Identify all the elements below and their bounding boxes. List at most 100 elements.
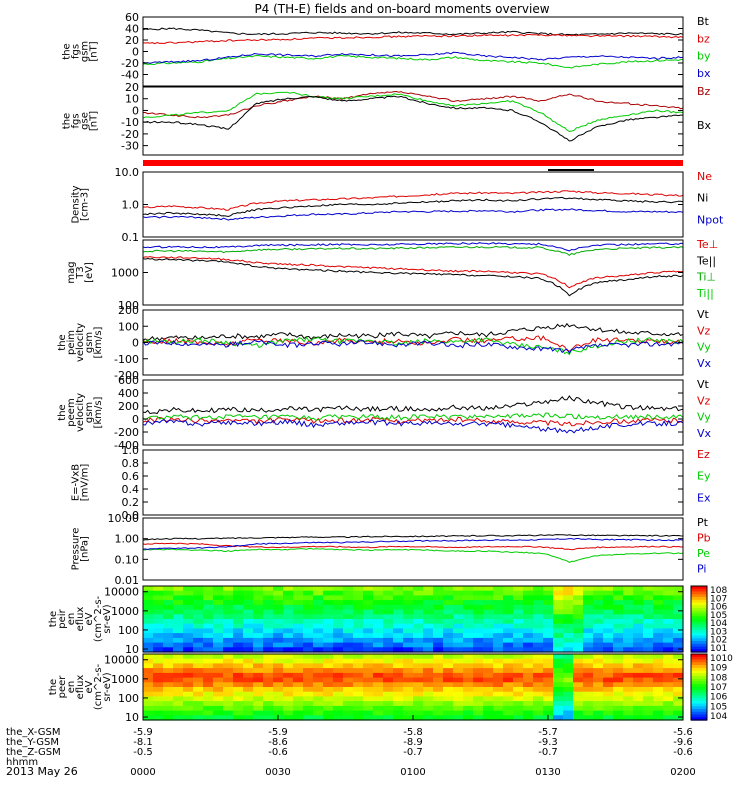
- series-line-Pb: [142, 542, 684, 551]
- heatmap-cell: [593, 619, 604, 625]
- heatmap-cell: [603, 604, 614, 611]
- heatmap-cell: [653, 609, 664, 615]
- heatmap-cell: [163, 668, 174, 674]
- heatmap-cell: [613, 633, 624, 639]
- heatmap-cell: [463, 590, 474, 596]
- heatmap-cell: [143, 677, 154, 683]
- heatmap-cell: [553, 715, 564, 721]
- heatmap-cell: [303, 696, 314, 702]
- heatmap-cell: [303, 705, 314, 712]
- heatmap-cell: [143, 672, 154, 679]
- heatmap-cell: [433, 687, 444, 693]
- y-axis-label-line: [nPa]: [80, 536, 91, 562]
- heatmap-cell: [233, 677, 244, 683]
- heatmap-cell: [193, 637, 204, 644]
- heatmap-cell: [673, 595, 684, 601]
- series-line-Vz: [142, 335, 684, 352]
- heatmap-cell: [453, 691, 464, 697]
- heatmap-cell: [383, 677, 394, 683]
- heatmap-cell: [403, 663, 414, 669]
- heatmap-cell: [653, 647, 664, 653]
- heatmap-cell: [433, 658, 444, 664]
- heatmap-cell: [163, 658, 174, 664]
- heatmap-cell: [343, 623, 354, 629]
- heatmap-cell: [203, 672, 214, 679]
- heatmap-cell: [553, 663, 564, 669]
- heatmap-cell: [443, 614, 454, 620]
- heatmap-cell: [313, 705, 324, 712]
- heatmap-cell: [543, 672, 554, 679]
- heatmap-cell: [173, 691, 184, 697]
- heatmap-cell: [153, 600, 164, 606]
- heatmap-cell: [493, 609, 504, 615]
- heatmap-cell: [183, 600, 194, 606]
- heatmap-cell: [253, 677, 264, 683]
- y-tick-label: 10000: [104, 654, 139, 667]
- heatmap-cell: [533, 590, 544, 596]
- heatmap-cell: [663, 663, 674, 669]
- heatmap-cell: [553, 654, 564, 660]
- heatmap-cell: [503, 672, 514, 679]
- heatmap-cell: [233, 614, 244, 620]
- heatmap-cell: [473, 628, 484, 634]
- y-tick-label: 0.1: [122, 231, 140, 244]
- heatmap-cell: [273, 637, 284, 644]
- heatmap-cell: [153, 647, 164, 653]
- heatmap-cell: [623, 595, 634, 601]
- series-line-bx: [142, 51, 684, 64]
- heatmap-cell: [613, 614, 624, 620]
- heatmap-cell: [603, 623, 614, 629]
- heatmap-cell: [423, 619, 434, 625]
- heatmap-cell: [153, 658, 164, 664]
- heatmap-cell: [463, 701, 474, 707]
- x-axis-row-value: -5.6: [673, 727, 693, 738]
- series-line-By: [142, 91, 684, 133]
- heatmap-cell: [243, 663, 254, 669]
- heatmap-cell: [383, 663, 394, 669]
- heatmap-cell: [413, 701, 424, 707]
- x-time-label: 0000: [130, 767, 155, 778]
- legend-entry: Ez: [697, 448, 710, 461]
- heatmap-cell: [493, 663, 504, 669]
- heatmap-cell: [253, 586, 264, 592]
- heatmap-cell: [243, 623, 254, 629]
- heatmap-cell: [623, 682, 634, 688]
- heatmap-cell: [423, 682, 434, 688]
- heatmap-cell: [463, 687, 474, 693]
- heatmap-cell: [593, 600, 604, 606]
- heatmap-cell: [433, 682, 444, 688]
- heatmap-cell: [373, 668, 384, 674]
- heatmap-cell: [623, 590, 634, 596]
- heatmap-cell: [453, 682, 464, 688]
- heatmap-cell: [363, 668, 374, 674]
- heatmap-cell: [623, 604, 634, 611]
- y-tick-label: -100: [114, 353, 139, 366]
- heatmap-cell: [413, 672, 424, 679]
- heatmap-cell: [263, 600, 274, 606]
- heatmap-cell: [583, 691, 594, 697]
- heatmap-cell: [263, 619, 274, 625]
- y-axis-label-line: the: [62, 113, 73, 129]
- heatmap-cell: [193, 710, 204, 716]
- heatmap-cell: [253, 696, 264, 702]
- heatmap-cell: [413, 696, 424, 702]
- heatmap-cell: [623, 710, 634, 716]
- heatmap-cell: [243, 633, 254, 639]
- heatmap-cell: [353, 682, 364, 688]
- heatmap-cell: [153, 590, 164, 596]
- y-axis-label-line: mag: [66, 261, 77, 283]
- heatmap-cell: [583, 628, 594, 634]
- y-tick-label: 1.0: [122, 199, 140, 212]
- heatmap-cell: [493, 696, 504, 702]
- heatmap-cell: [603, 696, 614, 702]
- heatmap-cell: [613, 672, 624, 679]
- heatmap-cell: [173, 619, 184, 625]
- heatmap-cell: [283, 668, 294, 674]
- heatmap-cell: [163, 609, 174, 615]
- heatmap-cell: [293, 701, 304, 707]
- heatmap-cell: [433, 600, 444, 606]
- heatmap-cell: [563, 595, 574, 601]
- heatmap-cell: [473, 614, 484, 620]
- heatmap-cell: [373, 701, 384, 707]
- colorbar-tick-label: 104: [710, 712, 727, 722]
